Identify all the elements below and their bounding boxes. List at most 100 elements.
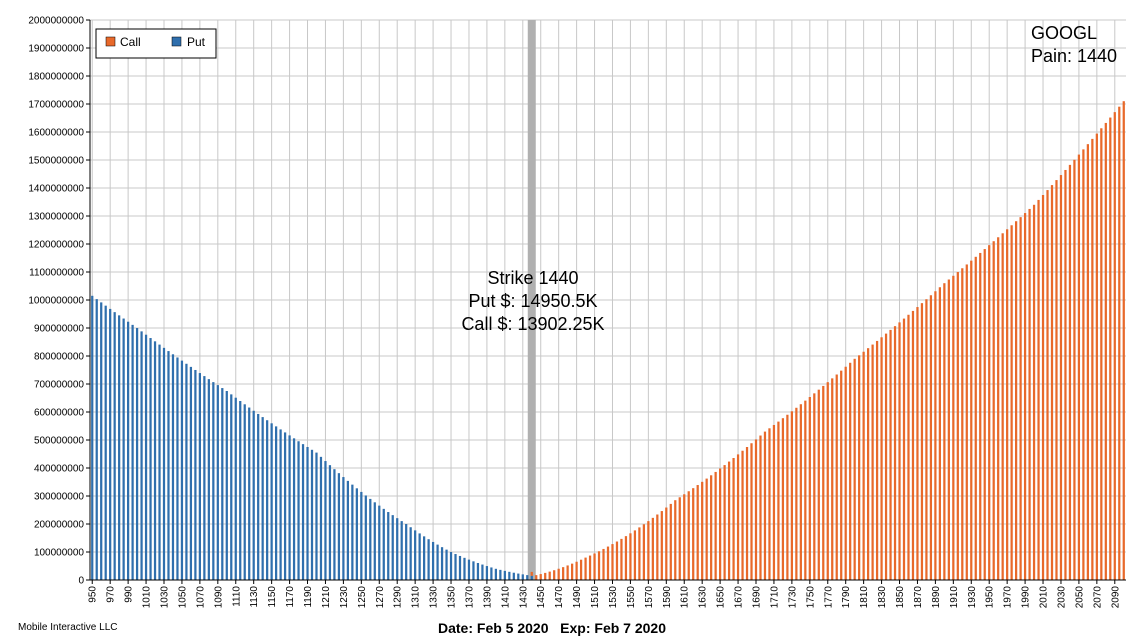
x-tick-label: 1370 [464,586,475,609]
put-bar [162,347,166,580]
put-bar [373,502,376,580]
put-bar [315,452,318,580]
put-bar [463,557,466,580]
call-bar [840,370,843,580]
put-bar [261,417,264,580]
y-tick-label: 1900000000 [28,44,84,55]
call-bar [898,322,901,580]
call-bar [651,517,654,580]
put-bar [494,568,497,580]
call-bar [858,355,861,580]
put-bar [135,328,139,580]
x-tick-label: 1270 [375,586,386,609]
call-bar [1109,117,1112,580]
call-bar [736,454,740,580]
x-tick-label: 1590 [662,586,673,609]
put-bar [454,554,457,580]
put-bar [378,505,381,580]
put-bar [472,561,475,580]
call-bar [907,314,910,580]
call-bar [745,447,749,580]
call-bar [638,527,641,580]
put-bar [517,573,520,580]
call-bar [1122,101,1125,580]
call-bar [983,249,986,580]
put-bar [467,559,471,580]
put-bar [418,533,421,580]
put-bar [310,449,314,580]
put-bar [257,413,260,580]
x-tick-label: 950 [88,586,99,603]
put-bar [400,521,403,580]
put-bar [225,391,228,580]
call-bar [741,450,744,580]
x-tick-label: 1850 [895,586,906,609]
call-bar [844,366,847,580]
x-tick-label: 1930 [967,586,978,609]
call-bar [952,275,955,580]
legend-call-swatch [105,36,116,47]
y-tick-label: 1100000000 [29,268,84,279]
call-bar [920,303,924,580]
x-tick-label: 1170 [285,586,296,608]
call-bar [1068,164,1072,581]
y-tick-label: 400000000 [34,464,84,475]
x-tick-label: 2010 [1039,586,1050,609]
y-tick-label: 1400000000 [28,184,84,195]
ticker-label: GOOGL [1031,23,1097,43]
call-bar [835,374,838,580]
put-bar [189,366,193,580]
put-bar [180,360,184,580]
call-bar [678,497,681,580]
put-bar [328,465,332,580]
call-bar [1006,229,1009,580]
y-tick-label: 1200000000 [28,240,84,251]
put-bar [414,530,417,580]
call-bar [822,385,825,580]
x-tick-label: 1490 [572,586,583,609]
put-bar [176,357,179,580]
call-bar [880,337,883,580]
call-bar [804,400,807,580]
call-bar [754,439,758,580]
put-bar [423,536,426,580]
put-bar [153,341,157,580]
put-bar [279,429,282,580]
put-bar [127,321,130,580]
put-bar [252,410,255,580]
x-tick-label: 1810 [859,586,870,609]
x-tick-label: 1650 [716,586,727,609]
put-bar [324,461,327,580]
call-bar [1064,169,1067,580]
call-bar [750,443,753,580]
put-bar [221,388,224,580]
y-tick-label: 1800000000 [28,72,84,83]
put-bar [131,324,134,580]
call-bar [1010,225,1013,580]
x-tick-label: 1030 [160,586,171,609]
call-bar [875,340,879,580]
put-bar [270,423,273,580]
put-bar [239,401,242,580]
x-tick-label: 1210 [321,586,332,609]
call-bar [692,488,695,580]
annotation-call: Call $: 13902.25K [461,314,604,334]
call-bar [1118,106,1121,580]
call-bar [723,465,726,580]
put-bar [355,488,358,580]
call-bar [701,481,704,580]
put-bar [364,495,367,580]
call-bar [611,544,614,580]
call-bar [817,389,820,580]
call-bar [925,299,928,580]
call-bar [938,287,941,580]
put-bar [149,338,152,580]
y-tick-label: 2000000000 [28,16,84,27]
call-bar [979,252,982,581]
call-bar [943,283,946,580]
x-tick-label: 1550 [626,586,637,609]
put-bar [171,354,175,580]
call-bar [992,241,995,581]
call-bar [571,563,574,580]
call-bar [786,414,789,580]
